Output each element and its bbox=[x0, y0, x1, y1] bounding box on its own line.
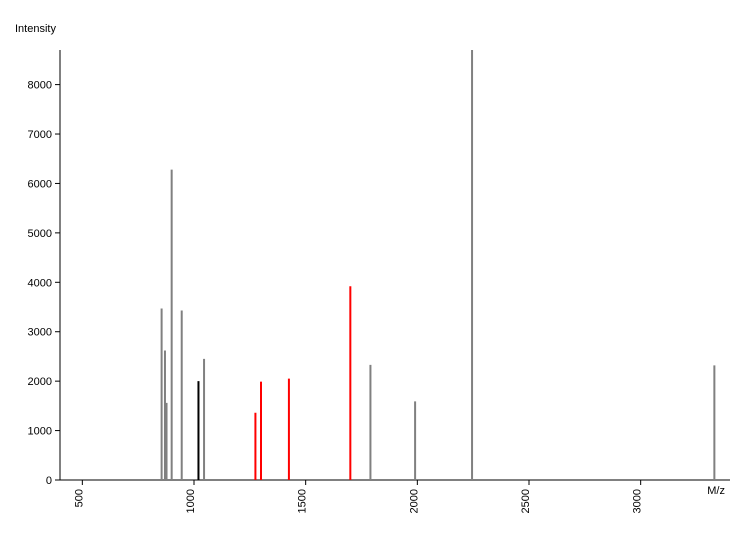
axes-group: 0 1000 2000 3000 4000 5000 6000 7000 8000 500 1000… bbox=[28, 50, 730, 513]
x-tick-label: 2500 bbox=[520, 489, 532, 513]
x-tick-label: 1500 bbox=[297, 489, 309, 513]
peaks-group bbox=[162, 50, 715, 480]
y-tick-label: 1000 bbox=[28, 426, 52, 438]
y-tick-label: 2000 bbox=[28, 376, 52, 388]
y-tick-label: 5000 bbox=[28, 228, 52, 240]
x-tick-label: 3000 bbox=[632, 489, 644, 513]
x-axis-title: M/z bbox=[707, 485, 725, 497]
y-tick-label: 3000 bbox=[28, 327, 52, 339]
y-axis-title: Intensity bbox=[15, 23, 56, 35]
spectrum-svg: 0 1000 2000 3000 4000 5000 6000 7000 8000 500 1000… bbox=[0, 0, 750, 540]
x-tick-label: 1000 bbox=[185, 489, 197, 513]
y-tick-label: 8000 bbox=[28, 80, 52, 92]
chart-container: 0 1000 2000 3000 4000 5000 6000 7000 8000 500 1000… bbox=[0, 0, 750, 540]
x-tick-label: 2000 bbox=[408, 489, 420, 513]
y-tick-label: 7000 bbox=[28, 129, 52, 141]
y-tick-label: 6000 bbox=[28, 178, 52, 190]
y-tick-label: 4000 bbox=[28, 277, 52, 289]
x-tick-label: 500 bbox=[73, 489, 85, 507]
y-tick-label: 0 bbox=[46, 475, 52, 487]
